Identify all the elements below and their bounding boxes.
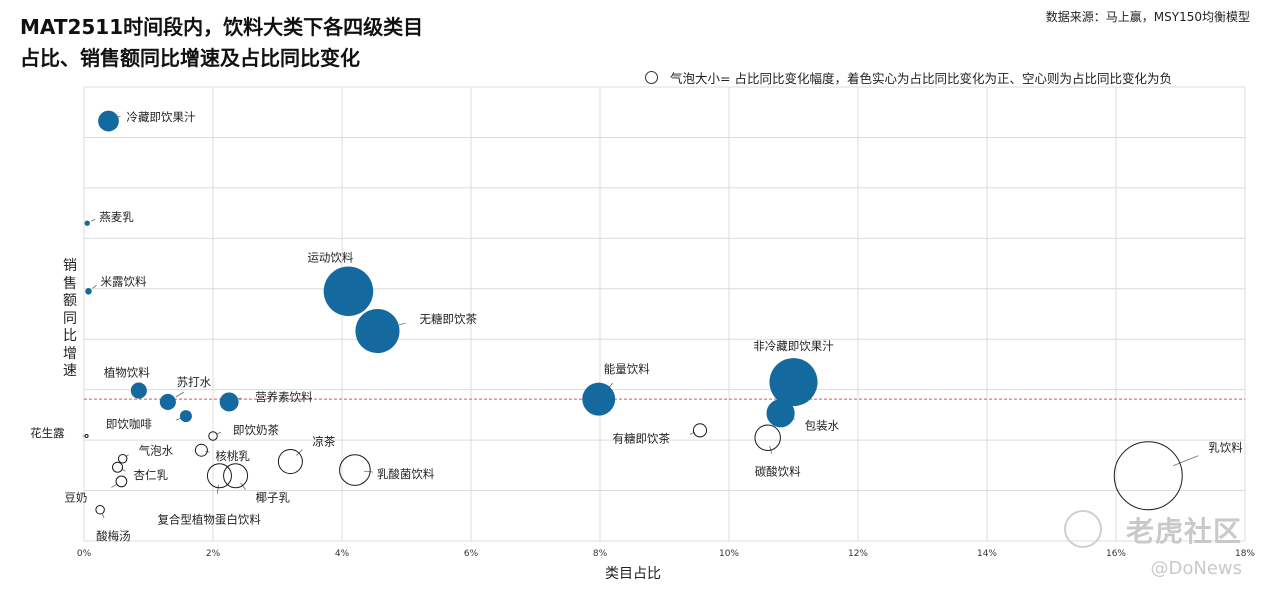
leader-line: [240, 482, 246, 490]
hollow-circle-icon: [645, 71, 658, 84]
bubble: [323, 266, 374, 317]
data-source: 数据来源：马上赢，MSY150均衡模型: [1045, 10, 1250, 24]
bubble-label: 燕麦乳: [99, 210, 134, 224]
watermark-logo-icon: [1064, 510, 1102, 548]
bubble: [179, 410, 192, 423]
x-tick-label: 16%: [1106, 549, 1126, 559]
bubble-label: 乳饮料: [1208, 441, 1243, 455]
bubble: [582, 382, 616, 416]
bubble: [355, 308, 400, 354]
bubble: [194, 443, 208, 457]
bubble: [766, 399, 795, 428]
x-tick-label: 4%: [335, 549, 350, 559]
bubble-label: 植物饮料: [104, 366, 150, 380]
x-tick-label: 6%: [464, 549, 479, 559]
bubble: [95, 505, 105, 515]
bubble-label: 包装水: [805, 418, 840, 432]
leader-line: [101, 513, 105, 518]
y-axis-label: 销售额同比增速: [63, 258, 77, 379]
bubble-label: 碳酸饮料: [755, 465, 801, 479]
bubble-label: 凉茶: [312, 435, 335, 449]
bubble: [692, 423, 708, 438]
bubble: [84, 220, 90, 226]
bubble-legend: 气泡大小= 占比同比变化幅度，着色实心为占比同比变化为正、空心则为占比同比变化为…: [645, 68, 1172, 87]
bubble-label: 冷藏即饮果汁: [127, 110, 196, 124]
bubble: [85, 288, 92, 295]
x-tick-label: 0%: [77, 549, 92, 559]
leader-line: [111, 484, 117, 488]
leader-line: [1173, 455, 1199, 467]
leader-line: [216, 431, 222, 435]
x-tick-label: 18%: [1235, 549, 1255, 559]
bubble-label: 无糖即饮茶: [419, 312, 477, 326]
x-tick-label: 2%: [206, 549, 221, 559]
leader-line: [92, 285, 97, 289]
bubble: [130, 382, 147, 399]
leader-line: [175, 417, 182, 421]
bubble-label: 运动饮料: [307, 250, 353, 264]
x-tick-label: 10%: [719, 549, 739, 559]
leader-line: [363, 470, 373, 473]
bubble: [84, 434, 89, 439]
bubble: [277, 449, 303, 475]
bubble: [223, 463, 249, 489]
watermark-handle: @DoNews: [1150, 558, 1242, 579]
x-tick-label: 8%: [593, 549, 608, 559]
bubble-label: 能量饮料: [604, 362, 650, 376]
bubbles: [84, 110, 1183, 515]
bubble-label: 酸梅汤: [96, 529, 131, 543]
bubble: [769, 358, 818, 407]
x-tick-label: 14%: [977, 549, 997, 559]
bubble-label: 乳酸菌饮料: [377, 467, 435, 481]
bubble-label: 气泡水: [139, 444, 174, 458]
bubble-label: 营养素饮料: [255, 390, 313, 404]
bubble: [754, 424, 781, 451]
bubble: [1113, 441, 1183, 511]
bubble-label: 豆奶: [64, 490, 87, 504]
x-axis-label: 类目占比: [605, 566, 661, 582]
leader-line: [175, 391, 185, 398]
bubble-label: 杏仁乳: [134, 468, 169, 482]
label-leader-lines: [82, 115, 1199, 518]
bubble-label: 椰子乳: [256, 491, 291, 505]
x-tick-label: 12%: [848, 549, 868, 559]
leader-line: [91, 218, 96, 222]
bubble: [117, 453, 128, 464]
chart-grid: [83, 86, 1246, 542]
x-axis-ticks: 0% 2% 4% 6% 8% 10% 12% 14% 16% 18%: [77, 549, 1256, 559]
bubble: [115, 475, 128, 488]
leader-line: [296, 449, 303, 456]
chart-title-line1: MAT2511时间段内，饮料大类下各四级类目: [20, 15, 424, 39]
bubble-label: 即饮咖啡: [106, 417, 152, 431]
chart-title-line2: 占比、销售额同比增速及占比同比变化: [20, 46, 360, 70]
leader-line: [217, 484, 219, 494]
watermark-brand: 老虎社区: [1125, 515, 1242, 548]
bubble-label: 核桃乳: [215, 449, 250, 463]
bubble: [219, 392, 239, 412]
bubble: [206, 463, 232, 489]
bubble: [98, 110, 119, 132]
bubble-label: 花生露: [30, 426, 65, 440]
bubble-label: 即饮奶茶: [233, 423, 279, 437]
bubble: [208, 431, 218, 441]
bubble: [112, 461, 124, 473]
bubble-label: 有糖即饮茶: [612, 431, 670, 445]
bubble-label: 苏打水: [177, 375, 212, 389]
bubble: [159, 393, 176, 411]
bubble-label: 非冷藏即饮果汁: [753, 339, 834, 353]
bubble: [339, 454, 371, 486]
chart-title: MAT2511时间段内，饮料大类下各四级类目 占比、销售额同比增速及占比同比变化: [20, 12, 423, 74]
bubble-legend-text: 气泡大小= 占比同比变化幅度，着色实心为占比同比变化为正、空心则为占比同比变化为…: [670, 71, 1172, 86]
bubble-label: 复合型植物蛋白饮料: [157, 513, 261, 527]
bubble-label: 米露饮料: [101, 274, 147, 288]
